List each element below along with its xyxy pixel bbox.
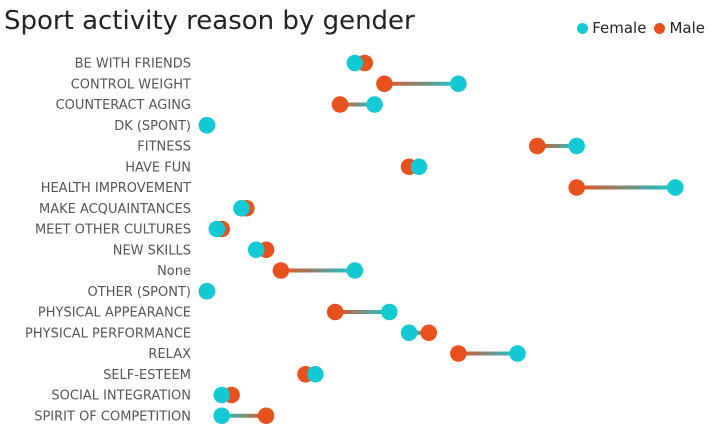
category-row: RELAX bbox=[148, 345, 526, 362]
chart-title: Sport activity reason by gender bbox=[4, 6, 415, 36]
category-row: HAVE FUN bbox=[125, 158, 428, 176]
female-point[interactable] bbox=[366, 96, 383, 113]
category-row: PHYSICAL APPEARANCE bbox=[38, 303, 398, 321]
male-point[interactable] bbox=[376, 75, 393, 93]
category-label: COUNTERACT AGING bbox=[56, 98, 191, 113]
female-point[interactable] bbox=[381, 303, 398, 321]
category-row: DK (SPONT) bbox=[114, 116, 216, 134]
female-dot-icon bbox=[577, 22, 589, 34]
category-row: OTHER (SPONT) bbox=[88, 282, 216, 300]
category-label: RELAX bbox=[148, 347, 191, 362]
male-point[interactable] bbox=[528, 137, 546, 155]
female-point[interactable] bbox=[400, 324, 418, 342]
female-point[interactable] bbox=[509, 345, 526, 362]
legend-label-female: Female bbox=[592, 19, 647, 37]
category-row: HEALTH IMPROVEMENT bbox=[41, 179, 684, 196]
category-row: NEW SKILLS bbox=[113, 241, 275, 258]
female-point[interactable] bbox=[198, 116, 216, 134]
female-point[interactable] bbox=[450, 75, 467, 93]
category-label: NEW SKILLS bbox=[113, 243, 191, 258]
female-point[interactable] bbox=[307, 365, 324, 383]
category-row: MEET OTHER CULTURES bbox=[35, 220, 231, 238]
male-point[interactable] bbox=[568, 179, 585, 196]
category-row: SOCIAL INTEGRATION bbox=[51, 386, 240, 404]
category-row: MAKE ACQUAINTANCES bbox=[39, 199, 255, 217]
legend: Female Male bbox=[569, 19, 705, 37]
category-label: HEALTH IMPROVEMENT bbox=[41, 181, 191, 196]
legend-item-male[interactable]: Male bbox=[654, 19, 705, 37]
category-row: CONTROL WEIGHT bbox=[71, 75, 467, 92]
category-label: SOCIAL INTEGRATION bbox=[51, 389, 191, 404]
male-point[interactable] bbox=[326, 303, 344, 321]
female-point[interactable] bbox=[568, 137, 585, 155]
male-point[interactable] bbox=[331, 96, 349, 113]
female-point[interactable] bbox=[198, 282, 216, 300]
category-row: PHYSICAL PERFORMANCE bbox=[25, 324, 438, 342]
category-label: DK (SPONT) bbox=[114, 119, 191, 134]
category-label: FITNESS bbox=[137, 140, 191, 155]
category-row: FITNESS bbox=[137, 137, 585, 155]
female-point[interactable] bbox=[410, 158, 428, 176]
female-point[interactable] bbox=[213, 407, 231, 425]
category-row: SPIRIT OF COMPETITION bbox=[34, 407, 275, 425]
category-label: SELF-ESTEEM bbox=[103, 368, 191, 383]
female-point[interactable] bbox=[208, 220, 226, 238]
legend-label-male: Male bbox=[669, 19, 705, 37]
category-row: None bbox=[157, 262, 364, 279]
female-point[interactable] bbox=[346, 54, 364, 72]
category-label: PHYSICAL PERFORMANCE bbox=[25, 326, 191, 341]
female-point[interactable] bbox=[213, 386, 231, 404]
male-point[interactable] bbox=[257, 407, 275, 425]
category-label: MAKE ACQUAINTANCES bbox=[39, 202, 191, 217]
female-point[interactable] bbox=[233, 199, 250, 217]
category-row: SELF-ESTEEM bbox=[103, 365, 324, 383]
male-dot-icon bbox=[654, 22, 666, 34]
category-label: None bbox=[157, 264, 191, 279]
female-point[interactable] bbox=[247, 241, 265, 259]
male-point[interactable] bbox=[420, 324, 438, 342]
category-row: BE WITH FRIENDS bbox=[75, 54, 373, 72]
category-row: COUNTERACT AGING bbox=[56, 96, 383, 113]
category-label: MEET OTHER CULTURES bbox=[35, 223, 191, 238]
female-point[interactable] bbox=[346, 262, 364, 279]
category-label: SPIRIT OF COMPETITION bbox=[34, 409, 191, 424]
category-label: OTHER (SPONT) bbox=[88, 285, 191, 300]
category-label: BE WITH FRIENDS bbox=[75, 57, 191, 72]
legend-item-female[interactable]: Female bbox=[577, 19, 646, 37]
category-label: HAVE FUN bbox=[125, 160, 191, 175]
category-label: CONTROL WEIGHT bbox=[71, 77, 191, 92]
category-label: PHYSICAL APPEARANCE bbox=[38, 306, 191, 321]
female-point[interactable] bbox=[666, 179, 684, 196]
male-point[interactable] bbox=[450, 345, 467, 362]
male-point[interactable] bbox=[272, 262, 290, 279]
